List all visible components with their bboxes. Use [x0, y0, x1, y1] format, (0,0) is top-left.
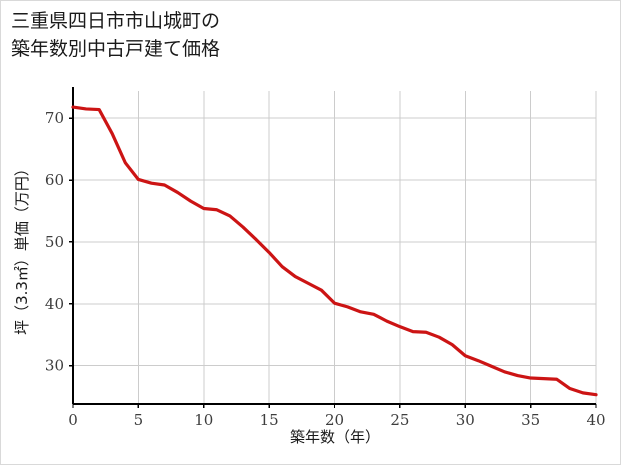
x-tick-label: 20 — [325, 411, 344, 429]
x-tick-label: 15 — [260, 411, 279, 429]
x-tick-label: 25 — [390, 411, 409, 429]
y-axis-title: 坪（3.3㎡）単価（万円） — [13, 161, 31, 335]
y-tick-labels: 30 40 50 60 70 — [45, 109, 64, 374]
page-title: 三重県四日市市山城町の 築年数別中古戸建て価格 — [11, 10, 221, 60]
data-series-line — [71, 105, 598, 397]
x-tick-label: 10 — [194, 411, 213, 429]
y-tick-label: 30 — [45, 357, 64, 375]
x-axis-title: 築年数（年） — [290, 428, 380, 446]
x-tick-label: 0 — [68, 411, 78, 429]
x-tick-label: 30 — [456, 411, 475, 429]
x-tick-label: 5 — [134, 411, 144, 429]
y-tick-label: 40 — [45, 295, 64, 313]
y-tick-label: 70 — [45, 109, 64, 127]
x-tick-label: 40 — [586, 411, 605, 429]
x-tick-label: 35 — [521, 411, 540, 429]
gridlines — [72, 91, 597, 404]
y-tick-label: 50 — [45, 233, 64, 251]
x-tick-labels: 0 5 10 15 20 25 30 35 40 — [68, 411, 605, 429]
y-tick-label: 60 — [45, 171, 64, 189]
tick-marks — [69, 117, 597, 408]
